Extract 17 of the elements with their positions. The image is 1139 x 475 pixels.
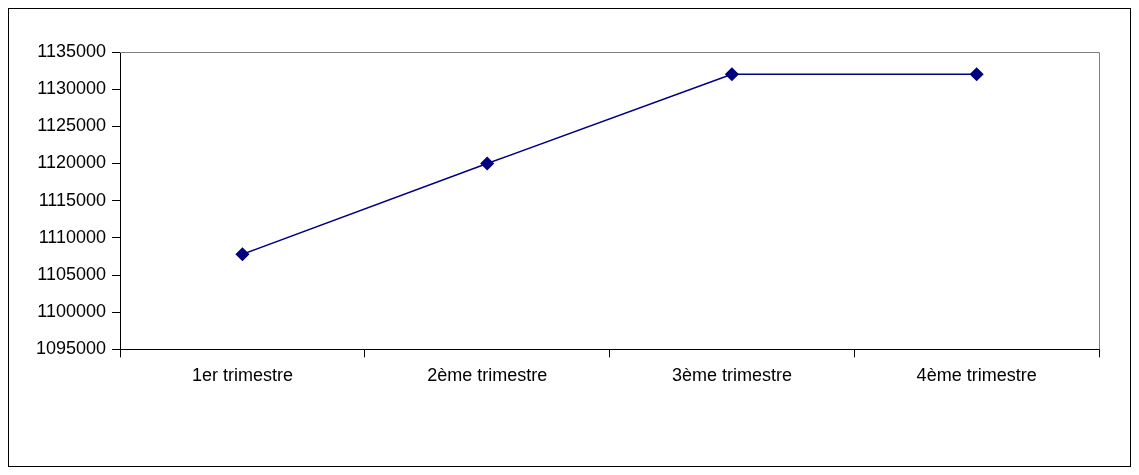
y-tick-label: 1125000 (37, 115, 107, 136)
y-tick-label: 1105000 (37, 264, 107, 285)
point (235, 247, 250, 261)
point (969, 67, 984, 82)
y-tick-label: 1135000 (37, 40, 107, 61)
y-tick-label: 1100000 (37, 301, 107, 322)
point (725, 67, 739, 82)
y-tick-label: 1130000 (37, 78, 107, 99)
x-tick-label: 1er trimestre (191, 365, 293, 386)
y-tick-label: 1110000 (38, 226, 107, 247)
x-tick-label: 2ème trimestre (427, 365, 548, 386)
y-tick-label: 1115000 (38, 189, 107, 210)
y-tick-label: 1120000 (37, 152, 107, 173)
y-tick-label: 1095000 (36, 338, 107, 359)
point (480, 156, 494, 171)
x-tick-label: 3ème trimestre (671, 365, 792, 386)
x-tick-label: 4ème trimestre (916, 365, 1037, 386)
